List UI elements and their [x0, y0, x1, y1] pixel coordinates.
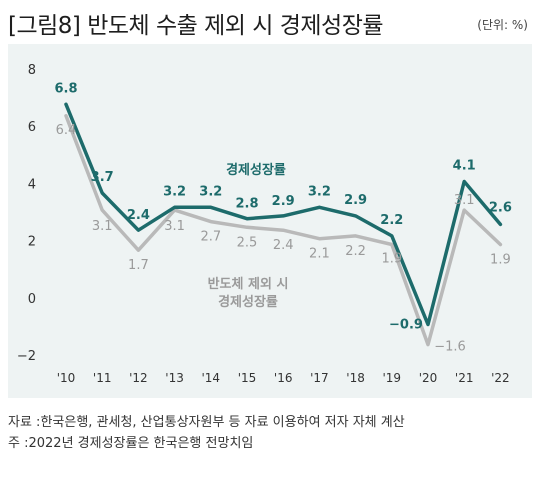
- data-label-ex-semiconductor: 2.2: [345, 244, 366, 259]
- unit-label: (단위: %): [477, 18, 528, 32]
- data-label-ex-semiconductor: 2.7: [200, 230, 221, 245]
- data-label-ex-semiconductor: −1.6: [434, 340, 466, 355]
- data-label-ex-semiconductor: 3.1: [164, 219, 185, 234]
- data-label-gdp-growth: 2.4: [127, 208, 150, 223]
- data-label-gdp-growth: 2.2: [380, 213, 403, 228]
- data-label-ex-semiconductor: 1.7: [128, 258, 149, 273]
- line-chart: −2 0 2 4 6 8 '10 '11 '12 '13 '14 '15 '16 '17 '18 '19 '20…: [17, 63, 512, 385]
- y-tick-label: 6: [28, 120, 36, 135]
- series-name-ex-semiconductor-line1: 반도체 제외 시: [208, 276, 289, 292]
- data-label-gdp-growth: 3.2: [199, 184, 222, 199]
- y-tick-label: 4: [28, 177, 36, 192]
- x-tick-label: '12: [129, 371, 148, 385]
- data-label-ex-semiconductor: 2.5: [237, 235, 258, 250]
- x-tick-label: '18: [346, 371, 365, 385]
- data-label-ex-semiconductor: 3.1: [454, 193, 475, 208]
- data-label-ex-semiconductor: 2.1: [309, 247, 330, 262]
- footnote: 주 : 2022년 경제성장률은 한국은행 전망치임: [8, 433, 532, 454]
- data-label-ex-semiconductor: 6.4: [56, 123, 77, 138]
- data-label-gdp-growth: 3.2: [163, 184, 186, 199]
- x-tick-label: '15: [238, 371, 257, 385]
- x-tick-label: '16: [274, 371, 293, 385]
- data-label-ex-semiconductor: 1.9: [490, 252, 511, 267]
- data-label-gdp-growth: 2.6: [489, 200, 512, 215]
- source-text: 한국은행, 관세청, 산업통상자원부 등 자료 이용하여 저자 자체 계산: [40, 415, 405, 430]
- data-label-ex-semiconductor: 3.1: [92, 219, 113, 234]
- data-label-ex-semiconductor: 1.9: [381, 251, 402, 266]
- x-tick-label: '22: [491, 371, 510, 385]
- note-label: 주 :: [8, 436, 29, 451]
- y-tick-label: 2: [28, 235, 36, 250]
- note-text: 2022년 경제성장률은 한국은행 전망치임: [28, 436, 254, 451]
- y-tick-label: −2: [17, 349, 36, 364]
- y-tick-label: 0: [28, 292, 36, 307]
- source-label: 자료 :: [8, 415, 41, 430]
- data-label-gdp-growth: 2.9: [344, 193, 367, 208]
- data-label-gdp-growth: 3.7: [91, 170, 114, 185]
- footer: 자료 : 한국은행, 관세청, 산업통상자원부 등 자료 이용하여 저자 자체 …: [8, 412, 532, 454]
- x-tick-label: '20: [419, 371, 438, 385]
- data-label-gdp-growth: 2.8: [235, 197, 258, 212]
- data-label-gdp-growth: 3.2: [308, 184, 331, 199]
- chart-title: [그림8] 반도체 수출 제외 시 경제성장률: [8, 13, 384, 39]
- series-line-gdp-growth: [64, 102, 503, 327]
- x-tick-label: '14: [202, 371, 221, 385]
- x-tick-label: '21: [455, 371, 474, 385]
- source-note: 자료 : 한국은행, 관세청, 산업통상자원부 등 자료 이용하여 저자 자체 …: [8, 412, 532, 433]
- data-label-ex-semiconductor: 2.4: [273, 238, 294, 253]
- x-tick-label: '13: [165, 371, 184, 385]
- series-line-ex-semiconductor: [64, 114, 503, 347]
- data-label-gdp-growth: 4.1: [453, 159, 476, 174]
- data-label-gdp-growth: 2.9: [272, 194, 295, 209]
- plot-area: −2 0 2 4 6 8 '10 '11 '12 '13 '14 '15 '16 '17 '18 '19 '20…: [8, 44, 532, 398]
- x-tick-label: '19: [383, 371, 402, 385]
- series-name-ex-semiconductor-line2: 경제성장률: [218, 294, 278, 310]
- x-tick-label: '11: [93, 371, 112, 385]
- x-tick-label: '10: [57, 371, 76, 385]
- data-label-gdp-growth: −0.9: [389, 318, 423, 333]
- series-name-gdp-growth: 경제성장률: [226, 162, 286, 178]
- data-label-gdp-growth: 6.8: [54, 81, 77, 96]
- x-tick-label: '17: [310, 371, 329, 385]
- y-tick-label: 8: [28, 63, 36, 78]
